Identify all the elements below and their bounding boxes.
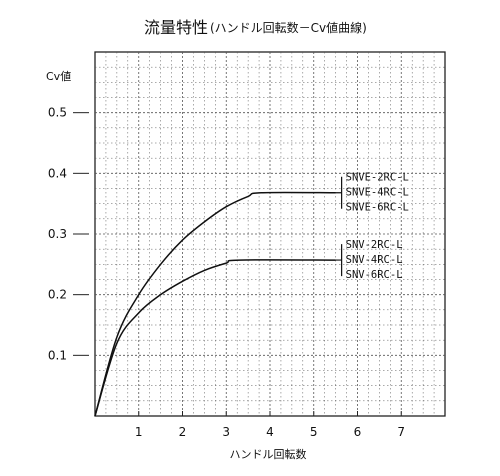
x-tick-label: 1 — [135, 425, 143, 439]
series-line-2 — [94, 259, 336, 417]
chart-title: 流量特性 — [144, 18, 208, 37]
x-tick-label: 5 — [310, 425, 318, 439]
series-model-label: SNV-6RC-L — [346, 269, 403, 281]
series-model-label: SNVE-6RC-L — [346, 202, 409, 214]
series-line-1 — [94, 191, 336, 417]
y-axis-label: Cv値 — [46, 70, 71, 83]
y-tick-label: 0.4 — [48, 166, 67, 180]
x-axis-label: ハンドル回転数 — [230, 448, 307, 461]
x-tick-label: 7 — [397, 425, 405, 439]
x-tick-label: 4 — [266, 425, 274, 439]
y-tick-label: 0.3 — [48, 227, 67, 241]
x-tick-label: 6 — [354, 425, 362, 439]
grid-lines — [95, 52, 445, 416]
series-bracket-2 — [335, 244, 343, 277]
y-tick-label: 0.1 — [48, 348, 67, 362]
plot-area: 0.1 0.2 0.3 0.4 0.5 1 2 3 4 5 6 7 SNVE-2RC-L SNVE-4RC… — [48, 51, 446, 439]
series-model-label: SNVE-4RC-L — [346, 187, 409, 199]
x-tick-label: 2 — [179, 425, 187, 439]
y-tick-label: 0.5 — [48, 106, 67, 120]
series-model-label: SNVE-2RC-L — [346, 172, 409, 184]
series-model-label: SNV-2RC-L — [346, 239, 403, 251]
series-model-label: SNV-4RC-L — [346, 254, 403, 266]
x-tick-label: 3 — [222, 425, 230, 439]
series-bracket-1 — [335, 176, 343, 209]
y-tick-label: 0.2 — [48, 288, 67, 302]
chart-subtitle: (ハンドル回転数－Cv値曲線) — [210, 20, 367, 35]
